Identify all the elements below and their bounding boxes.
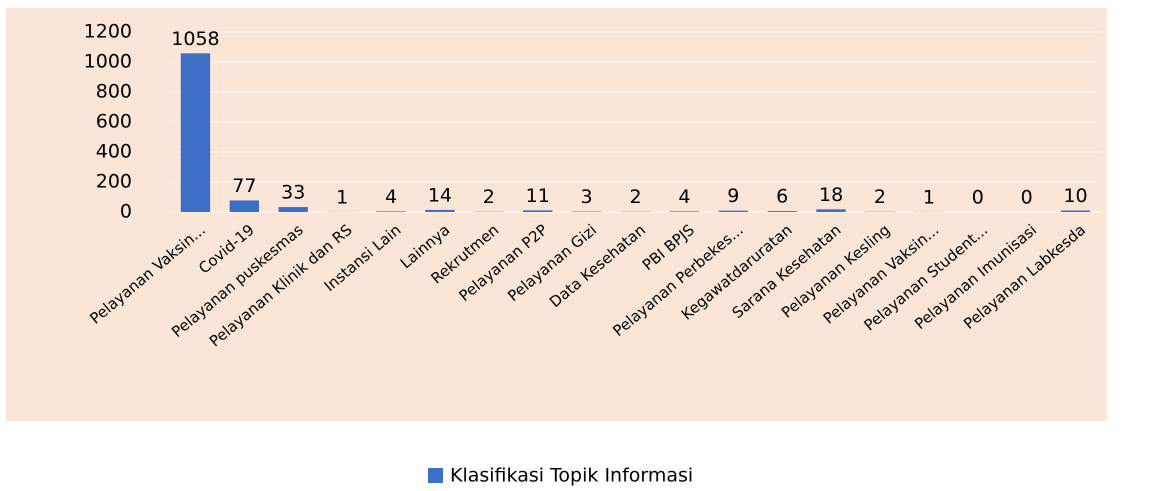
data-label: 1 — [336, 186, 348, 208]
bar — [718, 210, 748, 212]
y-tick-label: 800 — [96, 81, 132, 103]
bar — [816, 209, 846, 212]
data-label: 4 — [678, 186, 690, 208]
data-label: 14 — [428, 184, 452, 206]
data-label: 18 — [819, 184, 843, 206]
legend-label: Klasifikasi Topik Informasi — [450, 465, 693, 487]
legend-swatch — [428, 468, 443, 483]
y-tick-label: 600 — [96, 111, 132, 133]
bar — [376, 211, 406, 212]
data-label: 11 — [526, 185, 550, 207]
y-tick-label: 1200 — [84, 21, 132, 43]
data-label: 3 — [581, 186, 593, 208]
bar — [1060, 210, 1091, 212]
bar — [229, 200, 260, 212]
data-label: 10 — [1063, 185, 1087, 207]
data-label: 4 — [385, 186, 397, 208]
data-label: 1 — [923, 186, 935, 208]
bar — [278, 207, 308, 212]
y-tick-label: 200 — [96, 171, 132, 193]
data-label: 77 — [232, 175, 256, 197]
y-tick-label: 0 — [120, 201, 132, 223]
y-tick-label: 400 — [96, 141, 132, 163]
data-label: 2 — [874, 186, 886, 208]
bar — [669, 211, 700, 212]
data-label: 9 — [727, 185, 739, 207]
bar — [767, 211, 797, 212]
data-label: 2 — [629, 186, 641, 208]
bar — [425, 209, 455, 212]
data-label: 2 — [483, 186, 495, 208]
data-label: 1058 — [171, 28, 219, 50]
data-label: 0 — [972, 187, 984, 209]
data-label: 33 — [281, 182, 305, 204]
bar — [180, 53, 211, 212]
bar — [523, 210, 553, 212]
data-label: 6 — [776, 186, 788, 208]
chart-background — [6, 8, 1107, 421]
y-tick-label: 1000 — [84, 51, 132, 73]
data-label: 0 — [1021, 187, 1033, 209]
